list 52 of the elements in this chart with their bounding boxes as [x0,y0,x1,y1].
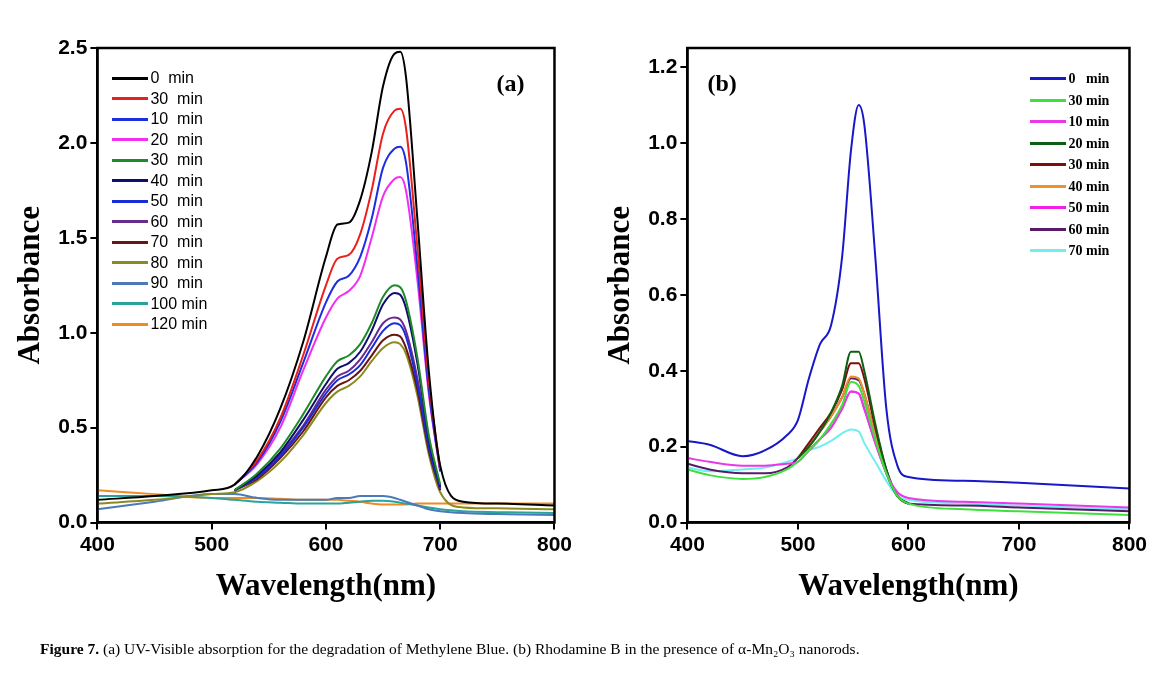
y-tick-label: 1.5 [58,224,88,248]
legend-label: 30 min [1068,91,1110,110]
legend-label: 10 min [150,109,203,129]
y-tick-label: 1.0 [58,319,88,343]
y-axis-title: Absorbance [10,206,46,365]
legend-label: 90 min [150,273,203,293]
legend-label: 40 min [150,170,203,191]
y-tick-label: 1.0 [648,129,678,153]
x-tick-label: 600 [308,532,344,555]
legend-label: 50 min [1068,199,1110,217]
y-tick-label: 0.0 [648,509,678,533]
x-tick-label: 500 [194,532,230,555]
y-tick-label: 0.4 [648,357,678,381]
annotation: (b) [707,70,737,97]
legend-label: 70 min [1068,242,1110,260]
y-tick-label: 0.8 [648,205,678,229]
legend-label: 0 min [1068,70,1110,88]
legend-label: 20 min [150,129,203,150]
y-axis-title: Absorbance [600,206,636,365]
legend-label: 40 min [1068,177,1110,196]
y-tick-label: 0.2 [648,433,678,457]
legend-label: 60 min [150,211,203,232]
x-tick-label: 400 [669,532,705,555]
x-tick-label: 800 [536,532,572,555]
x-tick-label: 600 [890,532,926,555]
y-tick-label: 1.2 [648,53,678,77]
caption: Figure 7. (a) UV-Visible absorption for the degradation of Methylene Blue. (b) Rhodamine B in the presence of α-Mn₂O₃ nanorods. [40,640,860,658]
x-tick-label: 700 [422,532,458,555]
x-axis-title: Wavelength(nm) [798,567,1019,603]
y-tick-label: 0.5 [58,414,88,438]
x-tick-label: 700 [1001,532,1037,555]
y-tick-label: 0.0 [58,509,88,533]
legend-label: 20 min [1068,134,1110,153]
legend-label: 50 min [150,191,203,211]
legend-label: 30 min [150,88,203,109]
legend-label: 10 min [1068,113,1110,131]
x-axis-title: Wavelength(nm) [215,567,437,603]
y-tick-label: 0.6 [648,281,678,305]
legend-label: 80 min [150,252,203,273]
legend-label: 120 min [150,314,208,334]
annotation: (a) [496,70,525,97]
x-tick-label: 500 [780,532,816,555]
legend-label: 70 min [150,232,203,252]
legend-label: 100 min [150,293,208,314]
y-tick-label: 2.5 [58,34,88,58]
legend-label: 0 min [150,68,194,88]
x-tick-label: 400 [79,532,115,555]
x-tick-label: 800 [1111,532,1147,555]
y-tick-label: 2.0 [58,129,88,153]
legend-label: 60 min [1068,220,1110,239]
legend-label: 30 min [1068,156,1110,174]
legend-label: 30 min [150,150,203,170]
